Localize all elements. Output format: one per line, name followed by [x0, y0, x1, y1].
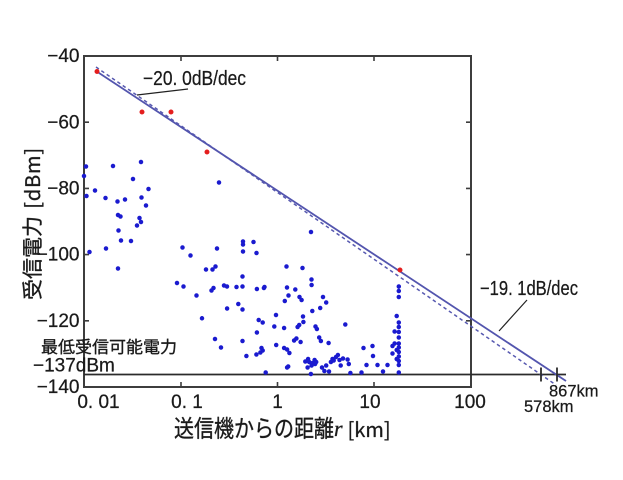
svg-text:0. 1: 0. 1: [171, 392, 203, 413]
svg-text:−60: −60: [47, 112, 79, 133]
svg-text:−120: −120: [37, 311, 80, 332]
svg-text:−19. 1dB/dec: −19. 1dB/dec: [480, 278, 578, 300]
svg-text:−140: −140: [37, 377, 80, 398]
svg-text:10: 10: [359, 392, 380, 413]
svg-text:578km: 578km: [524, 398, 574, 416]
svg-text:−40: −40: [47, 46, 79, 67]
svg-text:−80: −80: [47, 179, 79, 200]
svg-text:867km: 867km: [549, 383, 599, 401]
svg-text:0. 01: 0. 01: [77, 392, 119, 413]
svg-text:−137dBm: −137dBm: [33, 356, 115, 377]
svg-text:1: 1: [272, 392, 283, 413]
svg-text:100: 100: [454, 392, 486, 413]
svg-text:−20. 0dB/dec: −20. 0dB/dec: [143, 68, 246, 90]
svg-text:−100: −100: [37, 245, 80, 266]
